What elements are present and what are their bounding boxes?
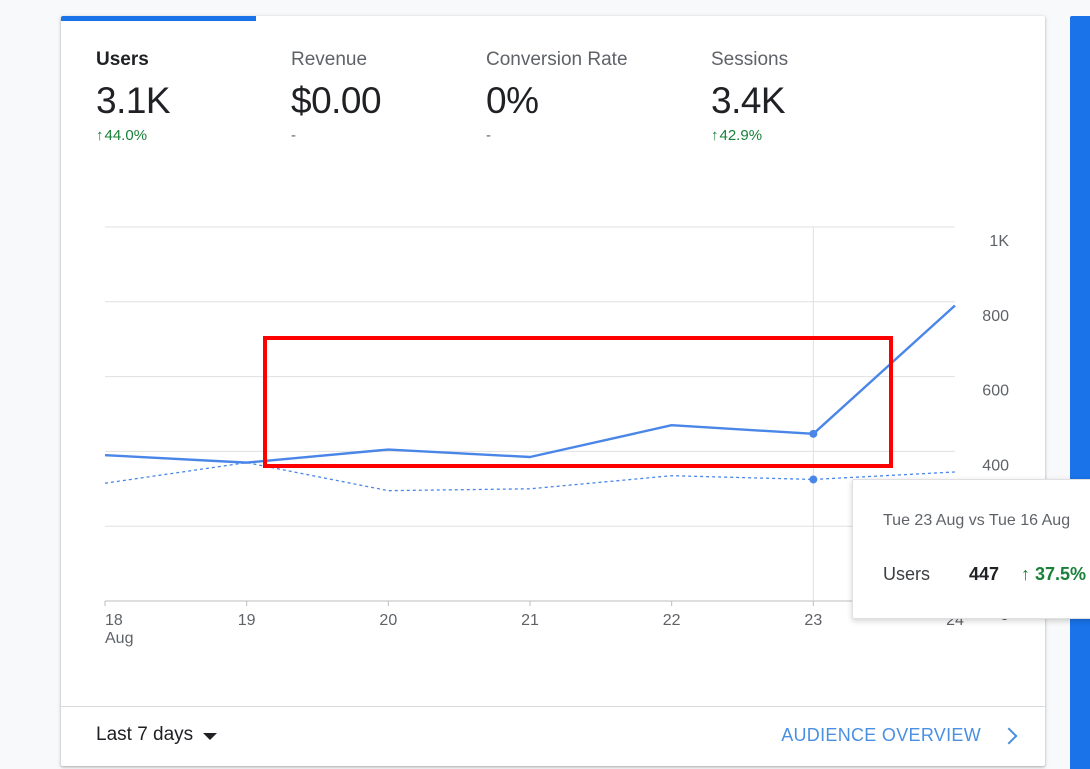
hover-data-point bbox=[809, 429, 818, 438]
date-range-dropdown[interactable]: Last 7 days bbox=[96, 724, 218, 746]
tooltip-metric-value: 447 bbox=[969, 564, 1000, 584]
metric-label: Conversion Rate bbox=[486, 49, 628, 70]
metric-change: ↑42.9% bbox=[711, 126, 901, 146]
metric-change: - bbox=[486, 126, 676, 146]
metric-tab-revenue[interactable]: Revenue $0.00 - bbox=[291, 48, 481, 146]
x-tick-label: 19 bbox=[238, 612, 256, 629]
metric-value: 3.1K bbox=[96, 80, 171, 121]
metric-value: 0% bbox=[486, 80, 539, 121]
metric-label: Users bbox=[96, 49, 149, 70]
overview-card: Users 3.1K ↑44.0% Revenue $0.00 - Conver… bbox=[61, 16, 1045, 766]
annotation-highlight-box bbox=[263, 336, 893, 468]
metric-change-value: 42.9% bbox=[719, 127, 763, 144]
metric-value: 3.4K bbox=[711, 80, 786, 121]
metric-tab-sessions[interactable]: Sessions 3.4K ↑42.9% bbox=[711, 48, 901, 146]
metric-change: - bbox=[291, 126, 481, 146]
x-tick-label: 20 bbox=[379, 612, 397, 629]
metric-tab-users[interactable]: Users 3.1K ↑44.0% bbox=[96, 48, 286, 146]
y-tick-label: 600 bbox=[982, 383, 1009, 400]
tooltip-metric-label: Users bbox=[883, 564, 931, 584]
metric-change-value: 44.0% bbox=[104, 127, 148, 144]
audience-overview-link[interactable]: AUDIENCE OVERVIEW bbox=[781, 725, 1018, 746]
y-tick-label: 800 bbox=[982, 308, 1009, 325]
tooltip-title: Tue 23 Aug vs Tue 16 Aug bbox=[883, 512, 1071, 529]
y-tick-label: 400 bbox=[982, 457, 1009, 474]
x-tick-label: 21 bbox=[521, 612, 539, 629]
chevron-right-icon bbox=[1000, 727, 1018, 744]
arrow-up-icon: ↑ bbox=[711, 127, 719, 144]
metric-value: $0.00 bbox=[291, 80, 382, 121]
audience-overview-label: AUDIENCE OVERVIEW bbox=[781, 725, 981, 745]
chart-tooltip: Tue 23 Aug vs Tue 16 Aug Users 447 ↑ 37.… bbox=[852, 479, 1090, 619]
x-tick-label: 18 bbox=[105, 612, 123, 629]
metric-change-value: - bbox=[486, 127, 491, 144]
date-range-label: Last 7 days bbox=[96, 724, 194, 745]
metric-change: ↑44.0% bbox=[96, 126, 286, 146]
x-tick-sublabel: Aug bbox=[105, 630, 133, 647]
metric-change-value: - bbox=[291, 127, 296, 144]
metric-label: Sessions bbox=[711, 49, 789, 70]
arrow-up-icon: ↑ bbox=[96, 127, 104, 144]
x-tick-label: 22 bbox=[663, 612, 681, 629]
metric-tab-conversion-rate[interactable]: Conversion Rate 0% - bbox=[486, 48, 676, 146]
active-tab-indicator bbox=[61, 16, 256, 21]
y-tick-label: 1K bbox=[989, 233, 1009, 250]
tooltip-metric-change: ↑ 37.5% bbox=[1021, 564, 1087, 584]
hover-data-point bbox=[809, 475, 818, 484]
metric-label: Revenue bbox=[291, 49, 368, 70]
adjacent-card-edge bbox=[1070, 16, 1090, 769]
caret-down-icon bbox=[203, 732, 218, 740]
x-tick-label: 23 bbox=[804, 612, 822, 629]
footer-divider bbox=[61, 706, 1045, 707]
